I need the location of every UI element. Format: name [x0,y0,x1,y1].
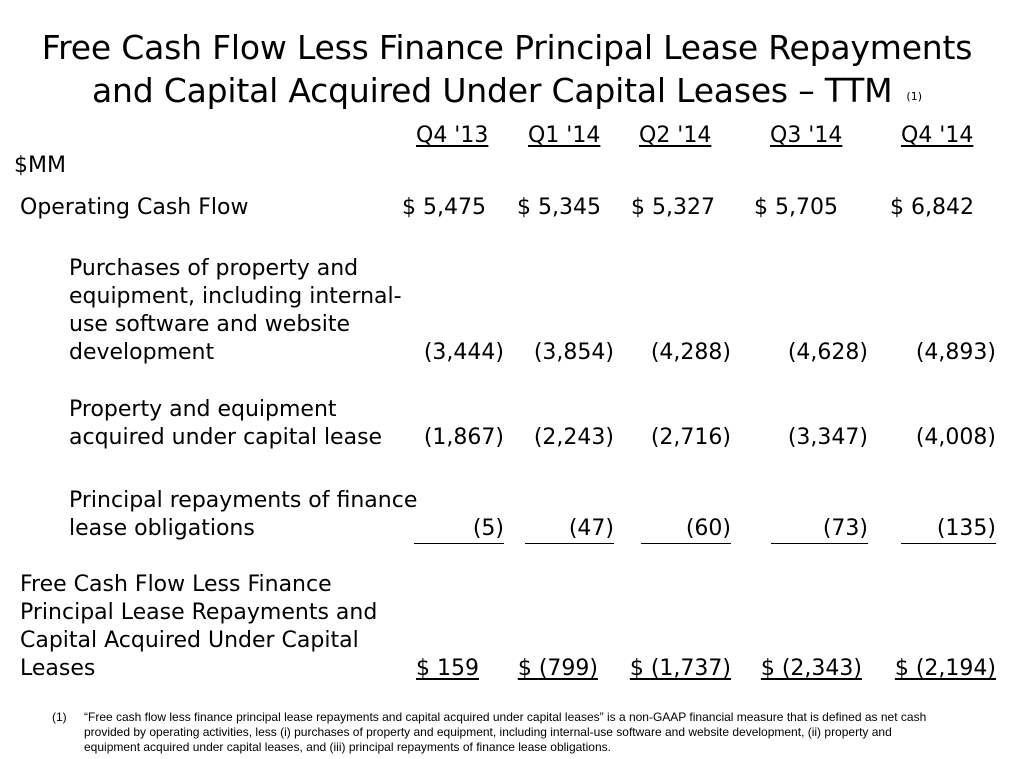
cell-capital-lease-q1-14: (2,243) [533,425,614,450]
row-label-capital-lease: Property and equipment acquired under ca… [69,396,382,452]
row-label-line: Principal Lease Repayments and [20,600,378,625]
cell-principal-q4-13-value: (5) [414,515,504,544]
row-label-line: Property and equipment [69,397,337,422]
row-label-principal-repayments: Principal repayments of finance lease ob… [69,487,417,543]
cell-principal-q3-14: (73) [771,515,868,544]
slide-title-line-2: and Capital Acquired Under Capital Lease… [0,69,1014,118]
cell-principal-q4-13: (5) [414,515,504,544]
cell-principal-q3-14-value: (73) [771,515,868,544]
column-header-q1-14: Q1 '14 [528,123,601,148]
column-header-q3-14: Q3 '14 [770,123,843,148]
cell-principal-q4-14-value: (135) [901,515,996,544]
row-label-line: Capital Acquired Under Capital [20,628,359,653]
cell-ppe-q4-13: (3,444) [423,340,504,365]
row-label-line: Leases [20,656,96,681]
cell-ocf-q2-14: $ 5,327 [631,195,715,220]
slide-title-line-1: Free Cash Flow Less Finance Principal Le… [41,28,973,67]
row-label-free-cash-flow-less: Free Cash Flow Less Finance Principal Le… [20,571,377,683]
footnote: (1) “Free cash flow less finance princip… [52,710,932,755]
column-header-q4-14: Q4 '14 [901,123,974,148]
cell-fcf-q2-14: $ (1,737) [629,656,731,681]
row-label-line: Free Cash Flow Less Finance [20,572,332,597]
cell-capital-lease-q4-13: (1,867) [423,425,504,450]
row-label-line: Purchases of property and [69,256,359,281]
cell-principal-q2-14-value: (60) [641,515,731,544]
cell-fcf-q3-14: $ (2,343) [760,656,862,681]
row-label-line: acquired under capital lease [69,425,383,450]
row-label-purchases-ppe: Purchases of property and equipment, inc… [69,255,402,367]
cell-principal-q1-14: (47) [525,515,614,544]
footnote-number: (1) [52,710,67,724]
cell-capital-lease-q4-14: (4,008) [915,425,996,450]
footnote-text: “Free cash flow less finance principal l… [84,710,927,754]
cell-fcf-q1-14: $ (799) [517,656,598,681]
row-label-line: lease obligations [69,516,255,541]
cell-principal-q2-14: (60) [641,515,731,544]
cell-fcf-q4-13: $ 159 [416,656,479,681]
cell-principal-q4-14: (135) [901,515,996,544]
cell-ocf-q4-13: $ 5,475 [402,195,486,220]
row-label-operating-cash-flow: Operating Cash Flow [20,195,249,220]
cell-ppe-q2-14: (4,288) [650,340,731,365]
title-footnote-ref: (1) [906,90,922,103]
column-header-q4-13: Q4 '13 [416,123,489,148]
cell-ocf-q4-14: $ 6,842 [890,195,974,220]
row-label-line: equipment, including internal- [69,284,402,309]
cell-capital-lease-q3-14: (3,347) [787,425,868,450]
unit-label: $MM [14,153,66,178]
cell-principal-q1-14-value: (47) [525,515,614,544]
cell-ocf-q1-14: $ 5,345 [517,195,601,220]
cell-capital-lease-q2-14: (2,716) [650,425,731,450]
cell-ppe-q3-14: (4,628) [787,340,868,365]
cell-ppe-q4-14: (4,893) [915,340,996,365]
cell-ppe-q1-14: (3,854) [533,340,614,365]
row-label-line: development [69,340,215,365]
row-label-line: use software and website [69,312,351,337]
cell-fcf-q4-14: $ (2,194) [894,656,996,681]
cell-ocf-q3-14: $ 5,705 [754,195,838,220]
row-label-line: Principal repayments of finance [69,488,418,513]
slide-title-line-2-text: and Capital Acquired Under Capital Lease… [92,71,893,110]
column-header-q2-14: Q2 '14 [639,123,712,148]
